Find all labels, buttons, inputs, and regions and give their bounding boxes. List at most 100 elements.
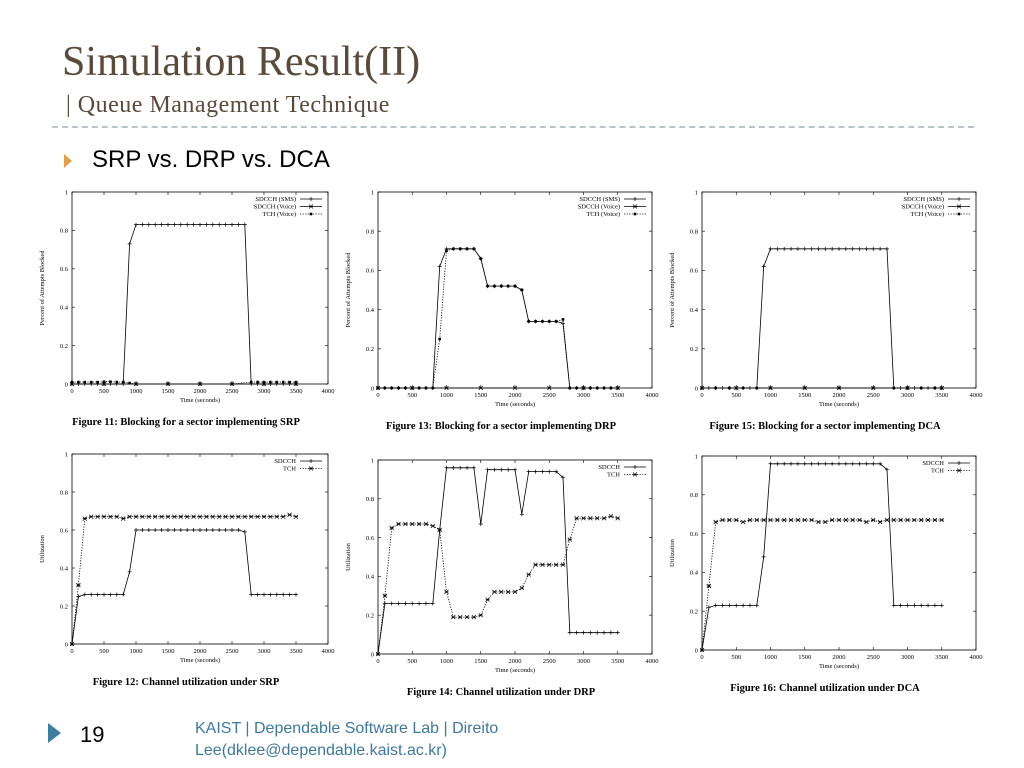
point-marker	[608, 630, 613, 635]
point-marker	[802, 246, 807, 251]
point-marker	[492, 589, 497, 595]
point-marker	[133, 514, 139, 519]
point-marker	[451, 465, 456, 470]
point-marker	[89, 380, 93, 384]
point-marker	[216, 514, 222, 519]
point-marker	[850, 517, 855, 523]
point-marker	[416, 521, 422, 527]
point-marker	[464, 614, 470, 620]
point-marker	[262, 592, 266, 597]
point-marker	[581, 630, 586, 635]
x-tick-label: 500	[731, 654, 741, 661]
point-marker	[720, 517, 725, 523]
point-marker	[410, 521, 415, 527]
point-marker	[602, 630, 607, 635]
x-tick-label: 0	[70, 388, 73, 395]
point-marker	[526, 572, 531, 577]
figure-14: 0 500 1000 1500 2000 2500 3000 3500 4000 0 0.2 0.4 0…	[342, 452, 660, 700]
point-marker	[242, 514, 248, 519]
point-marker	[754, 603, 759, 608]
point-marker	[540, 469, 545, 474]
point-marker	[236, 514, 241, 519]
point-marker	[255, 592, 260, 597]
point-marker	[809, 246, 814, 251]
x-axis-label: Time (seconds)	[819, 663, 859, 670]
x-tick-label: 2000	[833, 654, 846, 661]
point-marker	[519, 585, 525, 591]
point-marker	[547, 469, 552, 474]
point-marker	[574, 630, 579, 635]
point-marker	[741, 603, 746, 608]
point-marker	[520, 288, 524, 292]
y-axis-label: Utilization	[669, 538, 676, 567]
point-marker	[486, 284, 489, 288]
x-axis-label: Time (seconds)	[819, 401, 859, 408]
point-marker	[198, 528, 202, 532]
x-axis-label: Time (seconds)	[495, 667, 535, 674]
legend-label: SDCCH	[274, 458, 296, 465]
x-tick-label: 1500	[474, 392, 487, 399]
y-tick-label: 0	[371, 651, 374, 658]
point-marker	[249, 380, 253, 384]
point-marker	[898, 517, 903, 523]
point-marker	[884, 246, 889, 251]
point-marker	[70, 380, 74, 384]
point-marker	[471, 614, 477, 620]
point-marker	[152, 514, 158, 519]
point-marker	[939, 603, 944, 608]
point-marker	[430, 523, 436, 529]
x-tick-label: 2500	[226, 388, 239, 395]
point-marker	[803, 386, 807, 390]
point-marker	[932, 517, 938, 523]
point-marker	[609, 386, 613, 390]
point-marker	[146, 528, 151, 532]
point-marker	[102, 380, 106, 383]
x-tick-label: 500	[731, 392, 741, 399]
x-tick-label: 3000	[258, 648, 271, 655]
point-marker	[102, 592, 106, 597]
y-tick-label: 0.8	[60, 228, 68, 235]
x-tick-label: 4000	[646, 392, 659, 399]
point-marker	[788, 517, 794, 523]
point-marker	[255, 514, 260, 519]
point-marker	[485, 467, 490, 472]
point-marker	[864, 461, 869, 466]
point-marker	[101, 514, 107, 519]
point-marker	[843, 246, 848, 251]
point-marker	[561, 318, 565, 321]
x-tick-label: 0	[376, 392, 379, 399]
point-marker	[734, 517, 739, 523]
plot-area	[71, 453, 329, 645]
point-marker	[727, 517, 732, 523]
chart-figure-11: 0 500 1000 1500 2000 2500 3000 3500 4000 0 0.2 0.4 0…	[39, 189, 335, 428]
plot-area	[701, 191, 977, 389]
point-marker	[109, 380, 112, 383]
x-tick-label: 3500	[611, 658, 624, 665]
point-marker	[262, 380, 266, 384]
point-marker	[768, 517, 773, 523]
point-marker	[905, 603, 910, 608]
point-marker	[823, 519, 828, 525]
legend-label: TCH	[607, 472, 620, 479]
series-1	[699, 517, 944, 653]
chart-figure-16: 0 500 1000 1500 2000 2500 3000 3500 4000 0 0.2 0.4 0…	[669, 453, 983, 694]
point-marker	[816, 246, 821, 251]
point-marker	[166, 222, 170, 227]
point-marker	[775, 517, 780, 523]
point-marker	[417, 386, 421, 390]
point-marker	[96, 380, 99, 384]
point-marker	[389, 601, 394, 606]
point-marker	[410, 601, 415, 606]
y-tick-label: 0.6	[366, 268, 375, 275]
figure-caption: Figure 11: Blocking for a sector impleme…	[72, 417, 300, 428]
point-marker	[404, 386, 407, 390]
legend-label: TCH (Voice)	[262, 211, 296, 218]
point-marker	[458, 247, 462, 251]
point-marker	[88, 514, 94, 519]
point-marker	[275, 380, 279, 384]
point-marker	[877, 519, 883, 525]
point-marker	[159, 222, 164, 227]
point-marker	[541, 320, 544, 323]
x-tick-label: 1000	[440, 658, 453, 665]
point-marker	[114, 514, 120, 519]
